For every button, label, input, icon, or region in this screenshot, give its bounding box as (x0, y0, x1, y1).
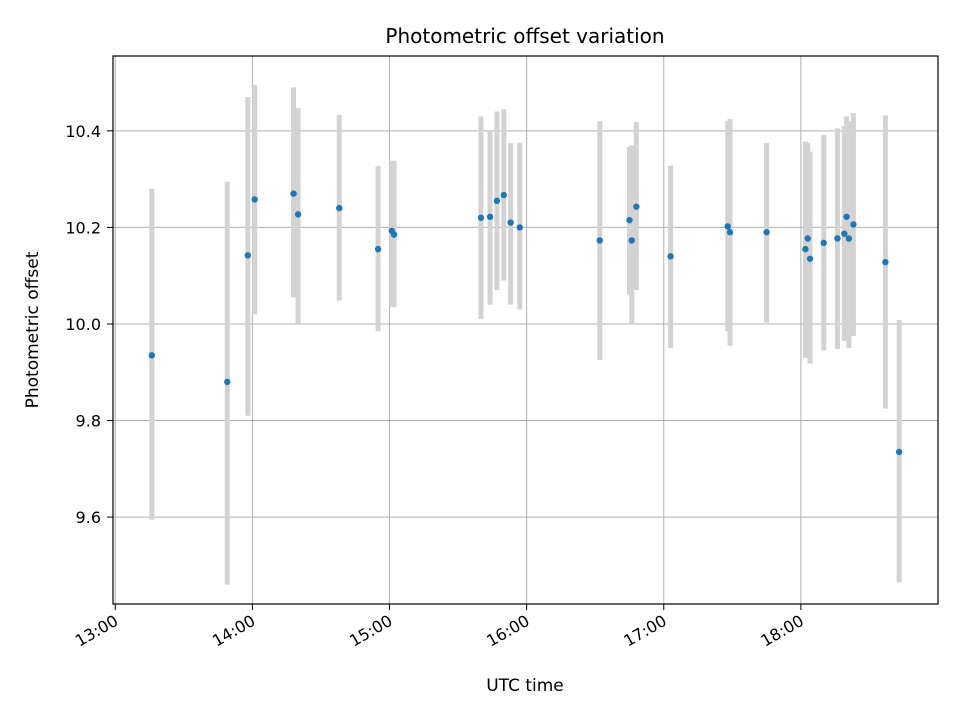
data-point (251, 196, 258, 203)
data-point (667, 253, 674, 260)
data-point (244, 252, 252, 259)
y-tick-label: 9.8 (76, 412, 101, 431)
data-point (633, 203, 640, 210)
error-bars (149, 84, 902, 585)
plot-frame (112, 55, 939, 605)
data-point (834, 235, 841, 242)
data-point (763, 229, 770, 236)
data-point (806, 255, 814, 262)
grid-lines (113, 56, 938, 604)
x-tick-label: 15:00 (346, 611, 395, 651)
data-point (486, 213, 494, 220)
x-axis-label: UTC time (486, 676, 564, 696)
data-point (804, 235, 811, 242)
data-point (374, 245, 382, 253)
data-point (224, 378, 231, 386)
data-point (493, 197, 501, 205)
x-tick-label: 14:00 (209, 611, 258, 651)
data-point (882, 258, 889, 266)
x-tick-label: 18:00 (757, 611, 806, 651)
data-point (336, 204, 343, 212)
data-point (148, 352, 156, 359)
data-point (802, 245, 809, 253)
data-point (507, 219, 514, 226)
data-point (820, 239, 827, 247)
data-point (290, 190, 297, 197)
data-point (724, 223, 731, 230)
data-point (628, 237, 635, 244)
y-tick-label: 10.2 (65, 218, 101, 237)
y-tick-label: 9.6 (76, 508, 101, 527)
data-point (843, 213, 850, 220)
data-point (626, 216, 633, 224)
data-point (596, 237, 603, 244)
data-point (850, 221, 857, 228)
y-axis-ticks: 9.6 9.8 10.0 10.2 10.4 (65, 122, 113, 527)
data-point (294, 211, 302, 218)
data-point (390, 231, 398, 238)
data-point (895, 448, 903, 456)
y-tick-label: 10.4 (65, 122, 101, 141)
data-points (148, 190, 903, 456)
data-point (500, 191, 507, 199)
data-point (516, 224, 523, 231)
y-tick-label: 10.0 (65, 315, 101, 334)
x-axis-ticks: 13:00 14:00 15:00 16:00 17:00 18:00 (72, 604, 807, 651)
data-point (841, 230, 848, 237)
y-axis-label: Photometric offset (23, 251, 43, 408)
x-tick-label: 16:00 (483, 611, 532, 651)
x-tick-label: 13:00 (72, 611, 121, 651)
data-point (726, 229, 734, 236)
data-point (845, 235, 853, 242)
data-point (477, 214, 485, 221)
chart-title: Photometric offset variation (385, 24, 664, 48)
x-tick-label: 17:00 (620, 611, 669, 651)
